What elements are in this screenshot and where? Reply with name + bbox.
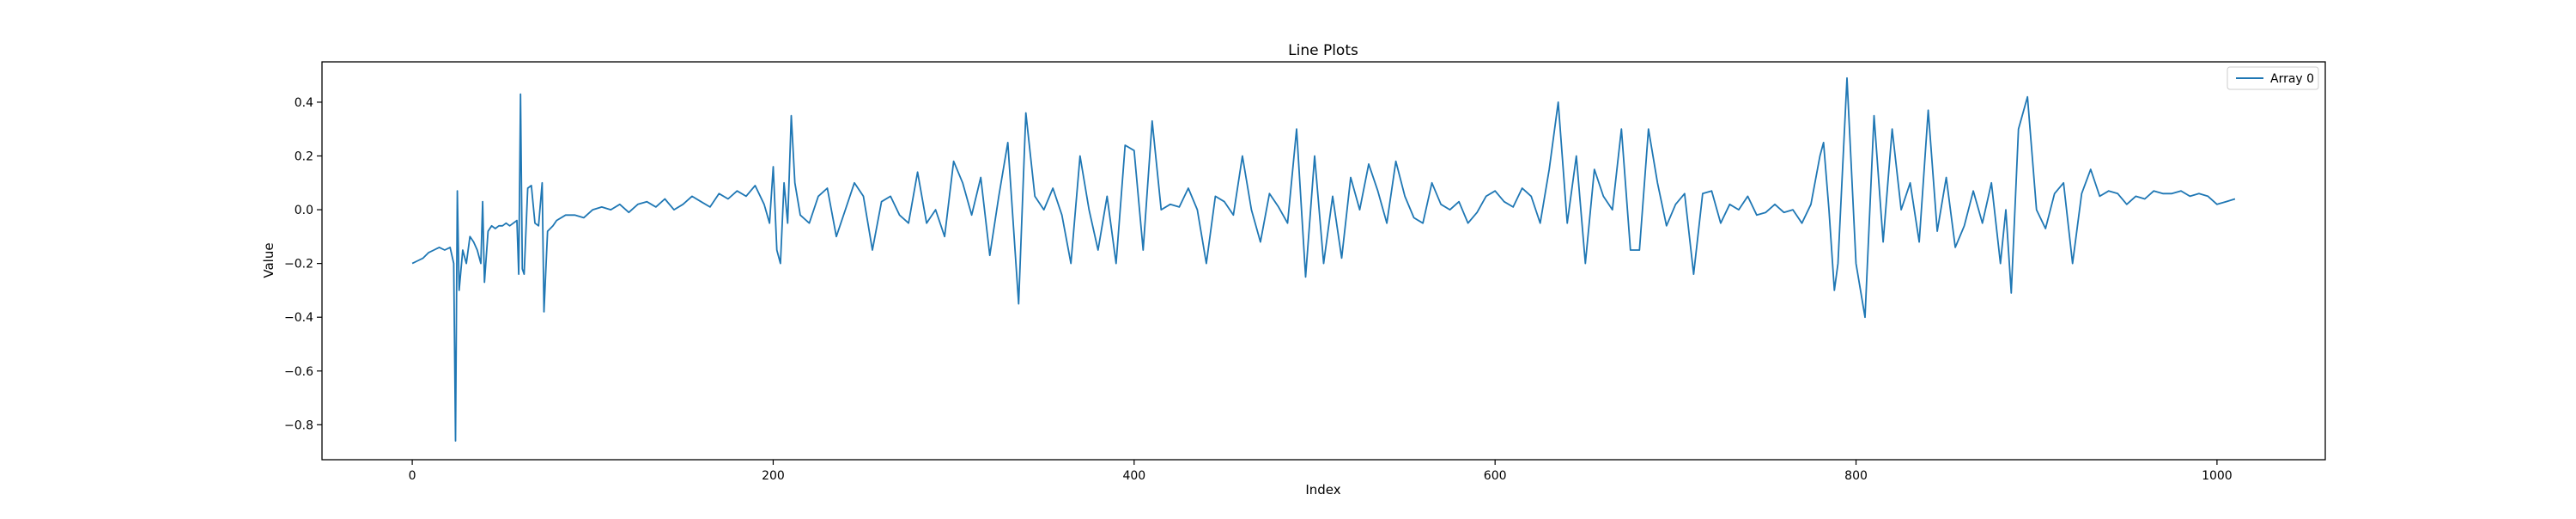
y-axis-label: Value (261, 242, 276, 278)
y-tick-label: −0.6 (284, 365, 313, 379)
series-line-array-0 (411, 76, 2236, 442)
y-tick-label: 0.0 (295, 204, 313, 217)
y-axis: −0.8 −0.6 −0.4 −0.2 0.0 0.2 0.4 (284, 96, 322, 432)
x-tick-label: 400 (1122, 469, 1145, 483)
x-tick-label: 600 (1484, 469, 1507, 483)
plot-frame (321, 61, 2326, 461)
legend-label-array-0: Array 0 (2270, 72, 2314, 86)
x-tick-label: 200 (762, 469, 785, 483)
series-layer (411, 76, 2236, 442)
y-tick-label: −0.8 (284, 418, 313, 432)
x-axis-label: Index (1305, 482, 1340, 498)
x-tick-label: 0 (409, 469, 416, 483)
x-axis: 0 200 400 600 800 1000 (409, 460, 2233, 483)
x-tick-label: 800 (1844, 469, 1868, 483)
y-tick-label: 0.4 (295, 96, 313, 110)
legend-box (2227, 66, 2319, 90)
y-tick-label: −0.2 (284, 258, 313, 272)
y-tick-label: 0.2 (295, 150, 313, 163)
chart-title: Line Plots (1288, 42, 1358, 59)
x-tick-label: 1000 (2202, 469, 2233, 483)
y-tick-label: −0.4 (284, 311, 313, 325)
legend[interactable]: Array 0 (2227, 66, 2319, 90)
